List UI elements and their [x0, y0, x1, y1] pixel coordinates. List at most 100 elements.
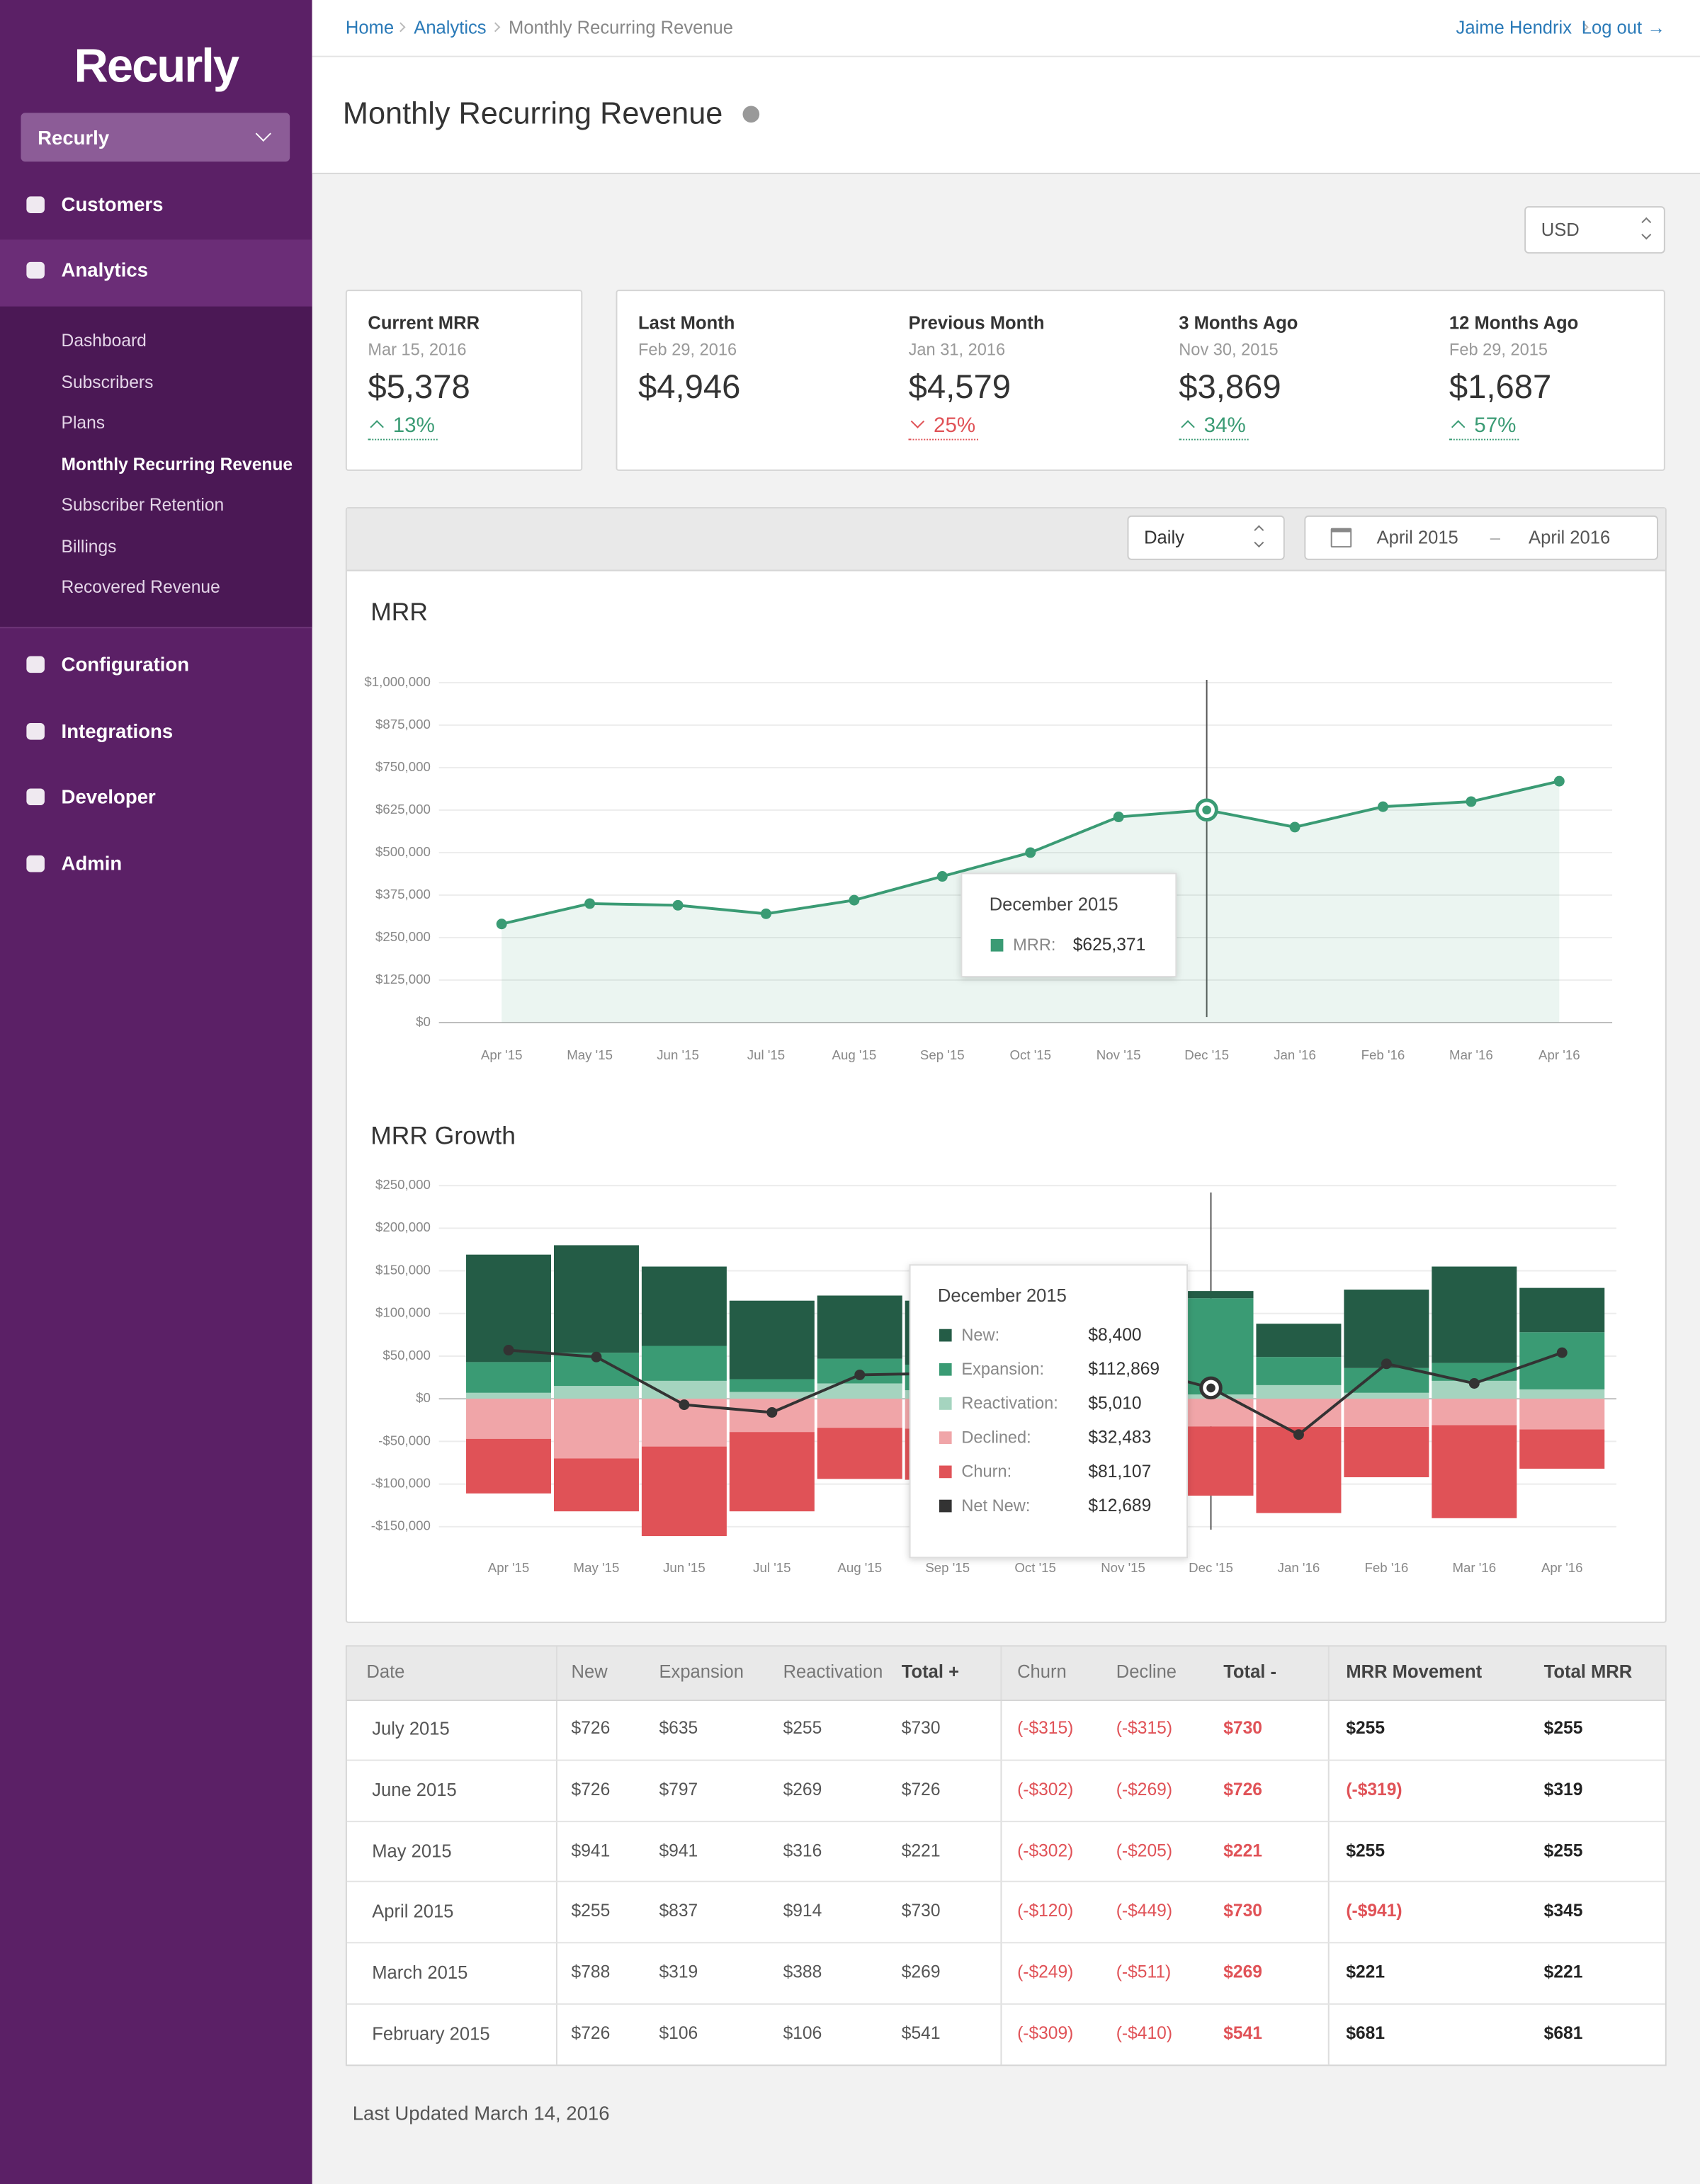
bar-segment [641, 1346, 727, 1381]
breadcrumb[interactable]: Home [345, 17, 395, 38]
x-tick-label: Dec '15 [1184, 1047, 1229, 1062]
tooltip-swatch [939, 1499, 952, 1513]
breadcrumb[interactable]: Analytics [414, 17, 487, 38]
point [591, 1351, 602, 1363]
column-divider [1327, 1646, 1330, 2065]
account-select[interactable] [21, 113, 290, 162]
kpi-date: Nov 30, 2015 [1179, 339, 1279, 360]
table-cell: (-$302) [1017, 1779, 1074, 1799]
table-cell: $788 [571, 1962, 611, 1982]
tooltip-value: $8,400 [1088, 1326, 1141, 1345]
point [672, 899, 684, 911]
y-tick-label: $625,000 [375, 802, 431, 817]
table-cell: (-$449) [1116, 1901, 1173, 1921]
row-divider [346, 1759, 1665, 1761]
table-cell: $388 [783, 1962, 822, 1982]
table-cell: $316 [783, 1840, 822, 1860]
x-tick-label: Jun '15 [663, 1560, 706, 1575]
column-header: Expansion [659, 1661, 744, 1682]
subnav-link[interactable]: Monthly Recurring Revenue [61, 454, 293, 474]
bar-segment [1432, 1425, 1517, 1518]
nav-icon [26, 855, 45, 872]
table-cell: $255 [783, 1718, 822, 1739]
table-cell: (-$315) [1116, 1718, 1173, 1739]
tooltip-title: December 2015 [990, 894, 1118, 914]
table-cell: $541 [1223, 2023, 1262, 2043]
tooltip-label: MRR: [1013, 936, 1055, 955]
date-to: April 2016 [1529, 527, 1611, 548]
y-tick-label: -$100,000 [371, 1476, 431, 1491]
table-cell: $681 [1346, 2023, 1386, 2043]
column-divider [1000, 1646, 1002, 2065]
nav-link[interactable]: Integrations [61, 720, 174, 742]
x-tick-label: Jun '15 [657, 1047, 699, 1062]
nav-icon [26, 196, 45, 213]
subnav-link[interactable]: Recovered Revenue [61, 577, 220, 597]
point [584, 898, 596, 909]
point [503, 1345, 514, 1356]
date-range[interactable] [1304, 515, 1658, 560]
table-cell: $319 [1543, 1779, 1583, 1799]
kpi-underline [368, 438, 438, 440]
subnav-link[interactable]: Subscriber Retention [61, 495, 225, 515]
column-header: Decline [1116, 1661, 1177, 1682]
subnav-link[interactable]: Subscribers [61, 372, 154, 392]
bar-segment [1519, 1429, 1605, 1469]
help-icon[interactable] [742, 106, 760, 123]
bar-segment [1344, 1392, 1429, 1399]
nav-link[interactable]: Developer [61, 785, 156, 808]
header-divider [346, 1700, 1665, 1701]
point [1381, 1358, 1392, 1370]
tooltip-value: $12,689 [1088, 1496, 1151, 1515]
y-tick-label: $150,000 [375, 1262, 431, 1277]
currency-select[interactable] [1524, 206, 1665, 254]
subnav [0, 306, 312, 627]
y-tick-label: $0 [416, 1014, 431, 1029]
logout-link[interactable]: Log out → [1581, 17, 1665, 38]
point [1377, 801, 1388, 812]
table-cell: March 2015 [372, 1962, 468, 1984]
table-cell: $730 [901, 1901, 941, 1921]
tooltip-value: $5,010 [1088, 1394, 1141, 1413]
tooltip-value: $625,371 [1073, 935, 1146, 955]
kpi-date: Mar 15, 2016 [368, 339, 467, 360]
nav-link[interactable]: Customers [61, 193, 164, 216]
kpi-value: $1,687 [1449, 368, 1552, 406]
subnav-link[interactable]: Dashboard [61, 331, 147, 351]
bar-segment [1519, 1287, 1605, 1333]
table-cell: $221 [1223, 1840, 1262, 1860]
breadcrumb: Monthly Recurring Revenue [509, 17, 734, 38]
kpi-label: Current MRR [368, 312, 480, 334]
table-cell: $255 [1543, 1718, 1583, 1739]
bar-segment [1519, 1399, 1605, 1430]
x-tick-label: Dec '15 [1189, 1560, 1233, 1575]
user-name[interactable]: Jaime Hendrix [1456, 17, 1572, 38]
x-tick-label: May '15 [567, 1047, 613, 1062]
kpi-change: 57% [1474, 414, 1517, 438]
point [854, 1369, 866, 1380]
column-header: Reactivation [783, 1661, 883, 1682]
nav-link[interactable]: Configuration [61, 652, 190, 676]
interval-select[interactable] [1127, 515, 1285, 560]
bar-segment [729, 1392, 815, 1399]
y-tick-label: $1,000,000 [364, 674, 430, 689]
table-cell: $255 [1346, 1840, 1386, 1860]
y-tick-label: $875,000 [375, 717, 431, 732]
tooltip-swatch [939, 1329, 952, 1342]
subnav-link[interactable]: Plans [61, 413, 106, 433]
x-tick-label: Sep '15 [925, 1560, 970, 1575]
chart-title: MRR Growth [370, 1122, 516, 1150]
x-tick-label: Aug '15 [837, 1560, 882, 1575]
nav-link[interactable]: Admin [61, 852, 123, 875]
tooltip [960, 872, 1177, 977]
table-cell: $221 [1543, 1962, 1583, 1982]
kpi-change: 34% [1203, 414, 1246, 438]
kpi-underline [1449, 438, 1519, 440]
tooltip-swatch [939, 1465, 952, 1479]
x-tick-label: Oct '15 [1009, 1047, 1051, 1062]
subnav-link[interactable]: Billings [61, 536, 117, 556]
nav-link[interactable]: Analytics [61, 258, 149, 281]
kpi-card [616, 290, 1665, 471]
bar-segment [1256, 1399, 1342, 1427]
